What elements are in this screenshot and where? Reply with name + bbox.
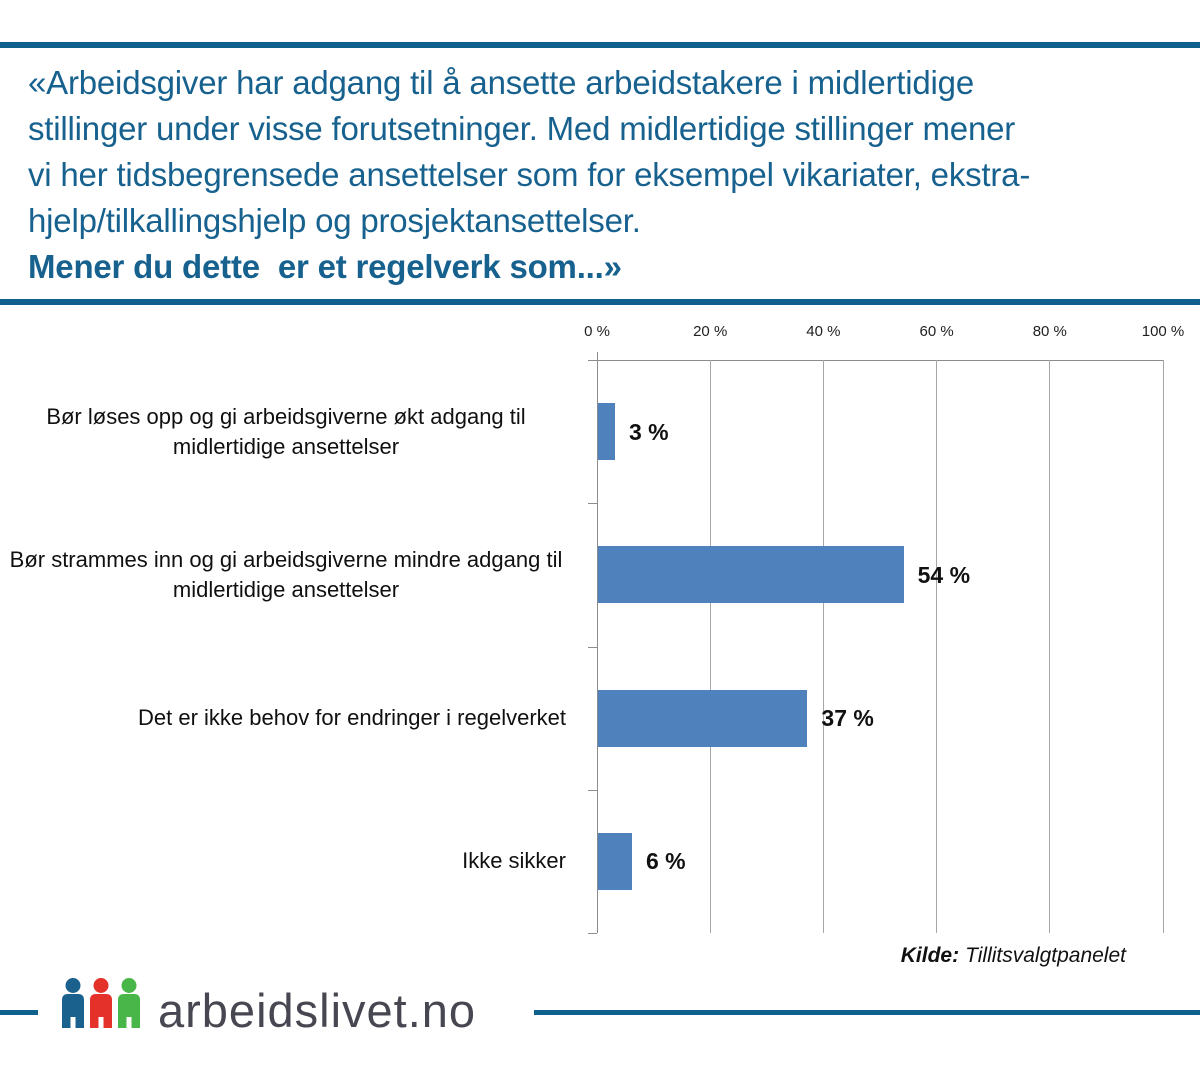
question-line: «Arbeidsgiver har adgang til å ansette a… [28, 64, 974, 101]
category-label: Ikke sikker [462, 848, 566, 874]
y-axis-tick [588, 503, 597, 505]
y-axis-labels: Bør løses opp og gi arbeidsgiverne økt a… [6, 360, 580, 933]
gridline [936, 360, 938, 933]
people-logo-icon [62, 978, 140, 1028]
x-axis-tick-label: 100 % [1141, 323, 1185, 340]
category-label: Det er ikke behov for endringer i regelv… [138, 705, 566, 731]
footer-line-right [534, 1010, 1200, 1015]
gridline [709, 360, 711, 933]
top-divider [0, 42, 1200, 48]
bar [598, 546, 904, 604]
gridline [1162, 360, 1164, 933]
person-icon-green [118, 978, 140, 1028]
gridline [822, 360, 824, 933]
source-note: Kilde: Tillitsvalgtpanelet [901, 944, 1126, 968]
x-axis-tick-label: 20 % [693, 323, 728, 340]
bar [598, 403, 615, 461]
y-axis-tick [588, 933, 597, 934]
x-axis-tick-label: 80 % [1032, 323, 1067, 340]
y-axis-tick [588, 789, 597, 791]
question-line: hjelp/tilkallingshjelp og prosjektansett… [28, 202, 641, 239]
category-label: Bør løses opp og gi arbeidsgiverne økt a… [46, 403, 526, 459]
bar-value-label: 3 % [628, 418, 669, 445]
x-axis-tick-labels: 0 % 20 % 40 % 60 % 80 % 100 % [584, 323, 1184, 343]
person-icon-blue [62, 978, 84, 1028]
y-axis-tick [588, 646, 597, 648]
y-axis-line [597, 352, 598, 933]
x-axis-tick-label: 0 % [584, 323, 610, 340]
footer-line-left [0, 1010, 38, 1015]
source-label: Kilde: [900, 944, 960, 967]
person-icon-red [90, 978, 112, 1028]
bar-value-label: 37 % [821, 705, 874, 732]
x-axis-tick-label: 60 % [919, 323, 954, 340]
logo-text: arbeidslivet.no [158, 984, 477, 1037]
bar-chart: 0 % 20 % 40 % 60 % 80 % 100 % 3 % 54 % 37 % 6 % … [0, 310, 1200, 950]
source-text: Tillitsvalgtpanelet [965, 944, 1126, 967]
plot-area: 3 % 54 % 37 % 6 % [588, 352, 1164, 934]
question-emphasis: Mener du dette er et regelverk som...» [28, 248, 622, 285]
survey-question: «Arbeidsgiver har adgang til å ansette a… [28, 60, 1188, 290]
gridline [1049, 360, 1051, 933]
question-line: vi her tidsbegrensede ansettelser som fo… [28, 156, 1031, 193]
category-label: Bør strammes inn og gi arbeidsgiverne mi… [9, 546, 563, 602]
bar-value-label: 6 % [645, 848, 686, 875]
x-axis-line [588, 360, 1163, 361]
bar [598, 689, 808, 747]
bar-value-label: 54 % [917, 561, 971, 588]
x-axis-tick-label: 40 % [806, 323, 841, 340]
question-line: stillinger under visse forutsetninger. M… [28, 110, 1016, 147]
header-divider [0, 299, 1200, 305]
bar [598, 832, 632, 890]
